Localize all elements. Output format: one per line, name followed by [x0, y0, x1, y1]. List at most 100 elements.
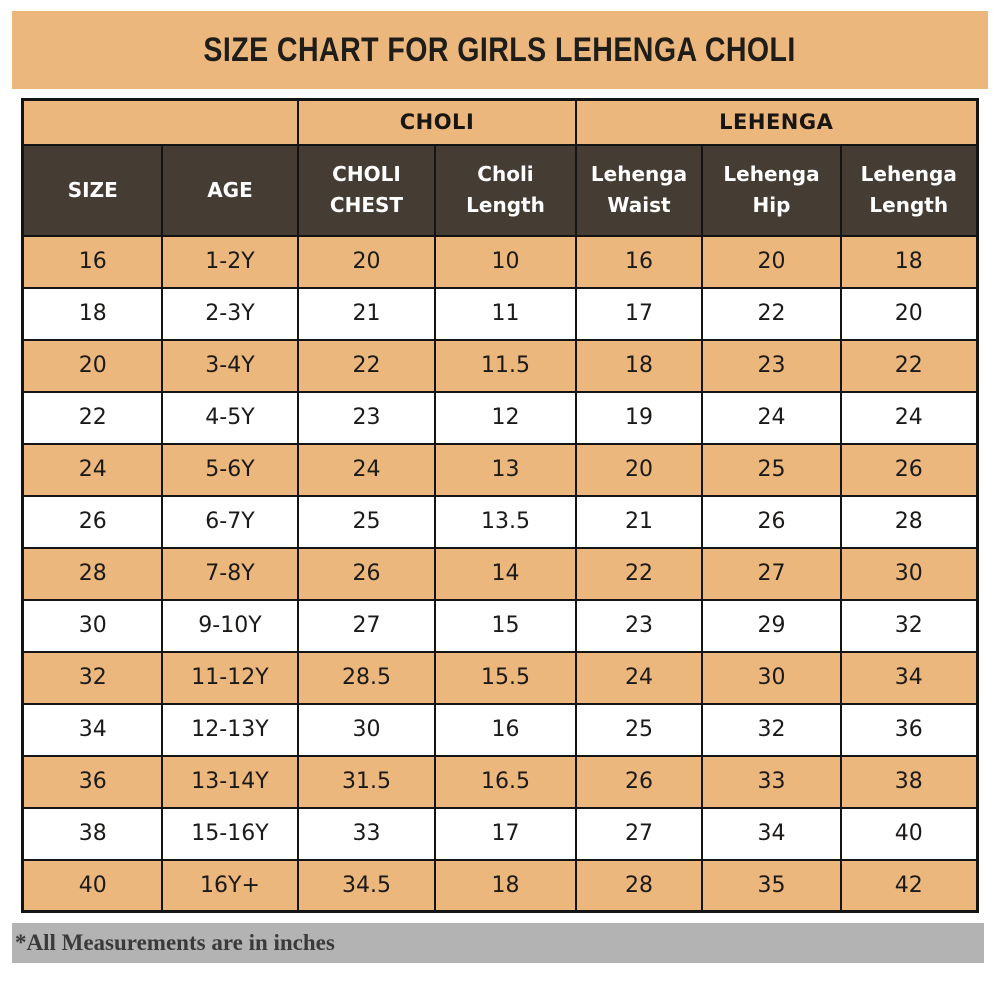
- table-cell: 10: [433, 234, 578, 289]
- table-cell: 36: [21, 754, 163, 809]
- table-cell: 7-8Y: [160, 546, 299, 601]
- table-cell: 11-12Y: [160, 650, 299, 705]
- column-header-choli-length: Choli Length: [433, 143, 578, 237]
- table-cell: 22: [701, 286, 842, 341]
- table-cell: 6-7Y: [160, 494, 299, 549]
- table-cell: 25: [575, 702, 703, 757]
- table-cell: 15-16Y: [160, 806, 299, 861]
- table-cell: 30: [840, 546, 978, 601]
- table-cell: 30: [21, 598, 163, 653]
- group-header-choli: CHOLI: [296, 98, 578, 146]
- table-cell: 9-10Y: [160, 598, 299, 653]
- table-row: 20 3-4Y 22 11.5 18 23 22: [21, 338, 978, 393]
- table-cell: 25: [296, 494, 436, 549]
- table-cell: 12: [433, 390, 578, 445]
- table-cell: 22: [296, 338, 436, 393]
- group-header-lehenga: LEHENGA: [575, 98, 978, 146]
- table-cell: 16: [575, 234, 703, 289]
- table-cell: 32: [840, 598, 978, 653]
- table-cell: 33: [701, 754, 842, 809]
- table-cell: 29: [701, 598, 842, 653]
- table-cell: 32: [701, 702, 842, 757]
- table-cell: 30: [701, 650, 842, 705]
- table-cell: 18: [21, 286, 163, 341]
- table-cell: 26: [296, 546, 436, 601]
- table-cell: 26: [840, 442, 978, 497]
- table-cell: 42: [840, 858, 978, 913]
- table-cell: 34: [21, 702, 163, 757]
- table-row: 24 5-6Y 24 13 20 25 26: [21, 442, 978, 497]
- group-header-row: CHOLI LEHENGA: [21, 98, 978, 146]
- table-cell: 14: [433, 546, 578, 601]
- table-cell: 28: [575, 858, 703, 913]
- title-banner: SIZE CHART FOR GIRLS LEHENGA CHOLI: [12, 11, 988, 89]
- table-cell: 26: [701, 494, 842, 549]
- table-cell: 20: [575, 442, 703, 497]
- table-cell: 16Y+: [160, 858, 299, 913]
- table-cell: 23: [575, 598, 703, 653]
- table-cell: 38: [21, 806, 163, 861]
- table-row: 26 6-7Y 25 13.5 21 26 28: [21, 494, 978, 549]
- table-cell: 11.5: [433, 338, 578, 393]
- table-cell: 34: [840, 650, 978, 705]
- table-cell: 17: [575, 286, 703, 341]
- table-cell: 33: [296, 806, 436, 861]
- footer-note-bar: *All Measurements are in inches: [12, 923, 984, 963]
- table-row: 22 4-5Y 23 12 19 24 24: [21, 390, 978, 445]
- table-cell: 12-13Y: [160, 702, 299, 757]
- table-cell: 13-14Y: [160, 754, 299, 809]
- size-chart-table: CHOLI LEHENGA SIZE AGE CHOLI CHEST Choli Le…: [21, 98, 979, 913]
- table-cell: 26: [21, 494, 163, 549]
- table-cell: 23: [701, 338, 842, 393]
- table-cell: 24: [840, 390, 978, 445]
- table-row: 36 13-14Y 31.5 16.5 26 33 38: [21, 754, 978, 809]
- table-cell: 26: [575, 754, 703, 809]
- table-head: CHOLI LEHENGA SIZE AGE CHOLI CHEST Choli Le…: [21, 98, 978, 237]
- table-cell: 23: [296, 390, 436, 445]
- table-cell: 27: [296, 598, 436, 653]
- table-cell: 13.5: [433, 494, 578, 549]
- table-cell: 30: [296, 702, 436, 757]
- column-header-lehenga-hip: Lehenga Hip: [701, 143, 842, 237]
- table-row: 30 9-10Y 27 15 23 29 32: [21, 598, 978, 653]
- table-cell: 16: [21, 234, 163, 289]
- column-header-lehenga-waist: Lehenga Waist: [575, 143, 703, 237]
- table-cell: 19: [575, 390, 703, 445]
- table-cell: 20: [296, 234, 436, 289]
- table-cell: 32: [21, 650, 163, 705]
- table-cell: 27: [575, 806, 703, 861]
- column-header-choli-chest: CHOLI CHEST: [296, 143, 436, 237]
- table-cell: 24: [575, 650, 703, 705]
- table-cell: 4-5Y: [160, 390, 299, 445]
- table-cell: 21: [296, 286, 436, 341]
- table-cell: 40: [21, 858, 163, 913]
- table-cell: 34.5: [296, 858, 436, 913]
- table-body: 16 1-2Y 20 10 16 20 18 18 2-3Y 21 11 17 22 20 20 3-4Y 22…: [21, 234, 978, 913]
- table-row: 40 16Y+ 34.5 18 28 35 42: [21, 858, 978, 913]
- table-cell: 3-4Y: [160, 338, 299, 393]
- table-cell: 38: [840, 754, 978, 809]
- table-cell: 20: [840, 286, 978, 341]
- table-cell: 28.5: [296, 650, 436, 705]
- table-cell: 21: [575, 494, 703, 549]
- table-cell: 18: [840, 234, 978, 289]
- table-row: 28 7-8Y 26 14 22 27 30: [21, 546, 978, 601]
- footer-note: *All Measurements are in inches: [15, 930, 335, 955]
- table-cell: 20: [21, 338, 163, 393]
- table-cell: 28: [840, 494, 978, 549]
- table-cell: 35: [701, 858, 842, 913]
- table-cell: 24: [296, 442, 436, 497]
- table-cell: 34: [701, 806, 842, 861]
- table-cell: 11: [433, 286, 578, 341]
- table-cell: 28: [21, 546, 163, 601]
- table-cell: 16: [433, 702, 578, 757]
- table-cell: 36: [840, 702, 978, 757]
- column-header-size: SIZE: [21, 143, 163, 237]
- table-cell: 13: [433, 442, 578, 497]
- table-cell: 15: [433, 598, 578, 653]
- table-row: 16 1-2Y 20 10 16 20 18: [21, 234, 978, 289]
- column-header-lehenga-length: Lehenga Length: [840, 143, 978, 237]
- table-cell: 18: [575, 338, 703, 393]
- group-header-blank: [21, 98, 299, 146]
- table-cell: 22: [840, 338, 978, 393]
